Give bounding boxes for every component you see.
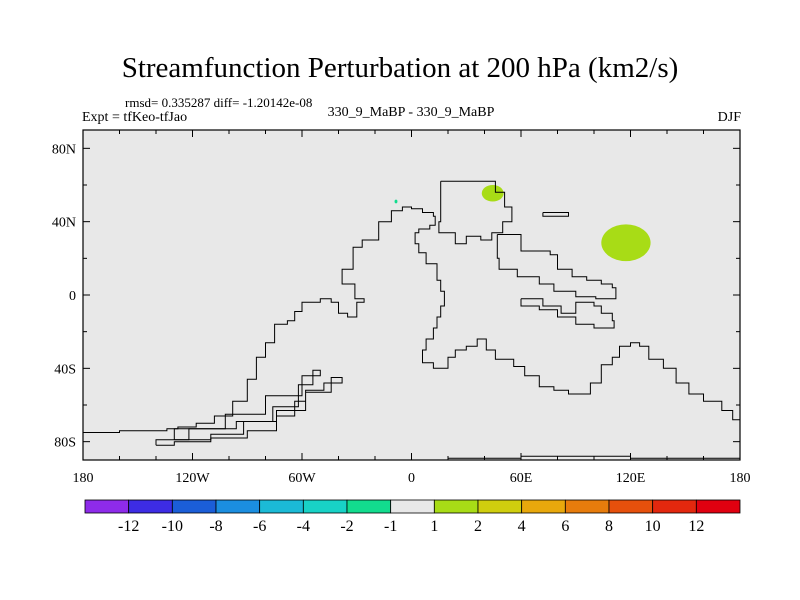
colorbar-label: 12 xyxy=(688,518,704,535)
x-tick-label: 120W xyxy=(175,471,210,486)
colorbar-swatch-3 xyxy=(215,499,261,514)
anomaly-patch-1 xyxy=(601,224,651,262)
colorbar-swatch-12 xyxy=(608,499,654,514)
stats-label: rmsd= 0.335287 diff= -1.20142e-08 xyxy=(125,95,313,110)
y-tick-label: 80S xyxy=(54,436,76,451)
anomaly-patch-2 xyxy=(394,199,398,204)
colorbar-swatch-2 xyxy=(171,499,217,514)
coastline-4 xyxy=(155,377,343,446)
coastline-5 xyxy=(173,369,321,441)
case-label: 330_9_MaBP - 330_9_MaBP xyxy=(327,105,495,120)
colorbar-label: -10 xyxy=(162,518,183,535)
colorbar-swatch-5 xyxy=(302,499,348,514)
map-background xyxy=(83,130,740,460)
colorbar-label: 6 xyxy=(561,518,569,535)
coastline-6 xyxy=(542,212,569,217)
colorbar-swatch-11 xyxy=(564,499,610,514)
colorbar-swatch-10 xyxy=(521,499,566,514)
colorbar-label: -6 xyxy=(253,518,266,535)
colorbar-label: -8 xyxy=(209,518,222,535)
colorbar-label: 4 xyxy=(518,518,526,535)
colorbar-label: 10 xyxy=(645,518,661,535)
colorbar-swatch-1 xyxy=(128,499,173,514)
anomaly-patch-0 xyxy=(481,185,504,202)
coastline-1 xyxy=(438,180,513,245)
colorbar-label: 8 xyxy=(605,518,613,535)
colorbar-label: -1 xyxy=(384,518,397,535)
y-tick-label: 40N xyxy=(52,216,76,231)
season-label: DJF xyxy=(717,110,741,125)
colorbar-swatch-8 xyxy=(433,499,479,514)
x-tick-label: 60E xyxy=(510,471,533,486)
colorbar-label: -2 xyxy=(340,518,353,535)
colorbar-swatch-7 xyxy=(390,499,435,514)
experiment-label: Expt = tfKeo-tfJao xyxy=(82,110,188,125)
colorbar-swatch-9 xyxy=(477,499,523,514)
coastline-3 xyxy=(496,234,617,300)
y-tick-label: 80N xyxy=(52,142,76,157)
colorbar-label: 2 xyxy=(474,518,482,535)
x-tick-label: 180 xyxy=(730,471,751,486)
x-tick-label: 180 xyxy=(73,471,94,486)
coastline-2 xyxy=(520,298,615,329)
colorbar-swatch-14 xyxy=(695,499,741,514)
colorbar-swatch-6 xyxy=(346,499,392,514)
colorbar-swatch-0 xyxy=(84,499,130,514)
x-tick-label: 0 xyxy=(408,471,415,486)
colorbar-swatch-4 xyxy=(259,499,304,514)
colorbar-swatch-13 xyxy=(652,499,697,514)
y-tick-label: 0 xyxy=(69,289,76,304)
colorbar-label: -4 xyxy=(297,518,310,535)
colorbar-label: 1 xyxy=(430,518,438,535)
x-tick-label: 60W xyxy=(288,471,316,486)
chart-title: Streamfunction Perturbation at 200 hPa (… xyxy=(121,52,679,84)
y-tick-label: 40S xyxy=(54,362,76,377)
x-tick-label: 120E xyxy=(616,471,646,486)
coastline-0 xyxy=(83,206,741,433)
colorbar-label: -12 xyxy=(118,518,139,535)
